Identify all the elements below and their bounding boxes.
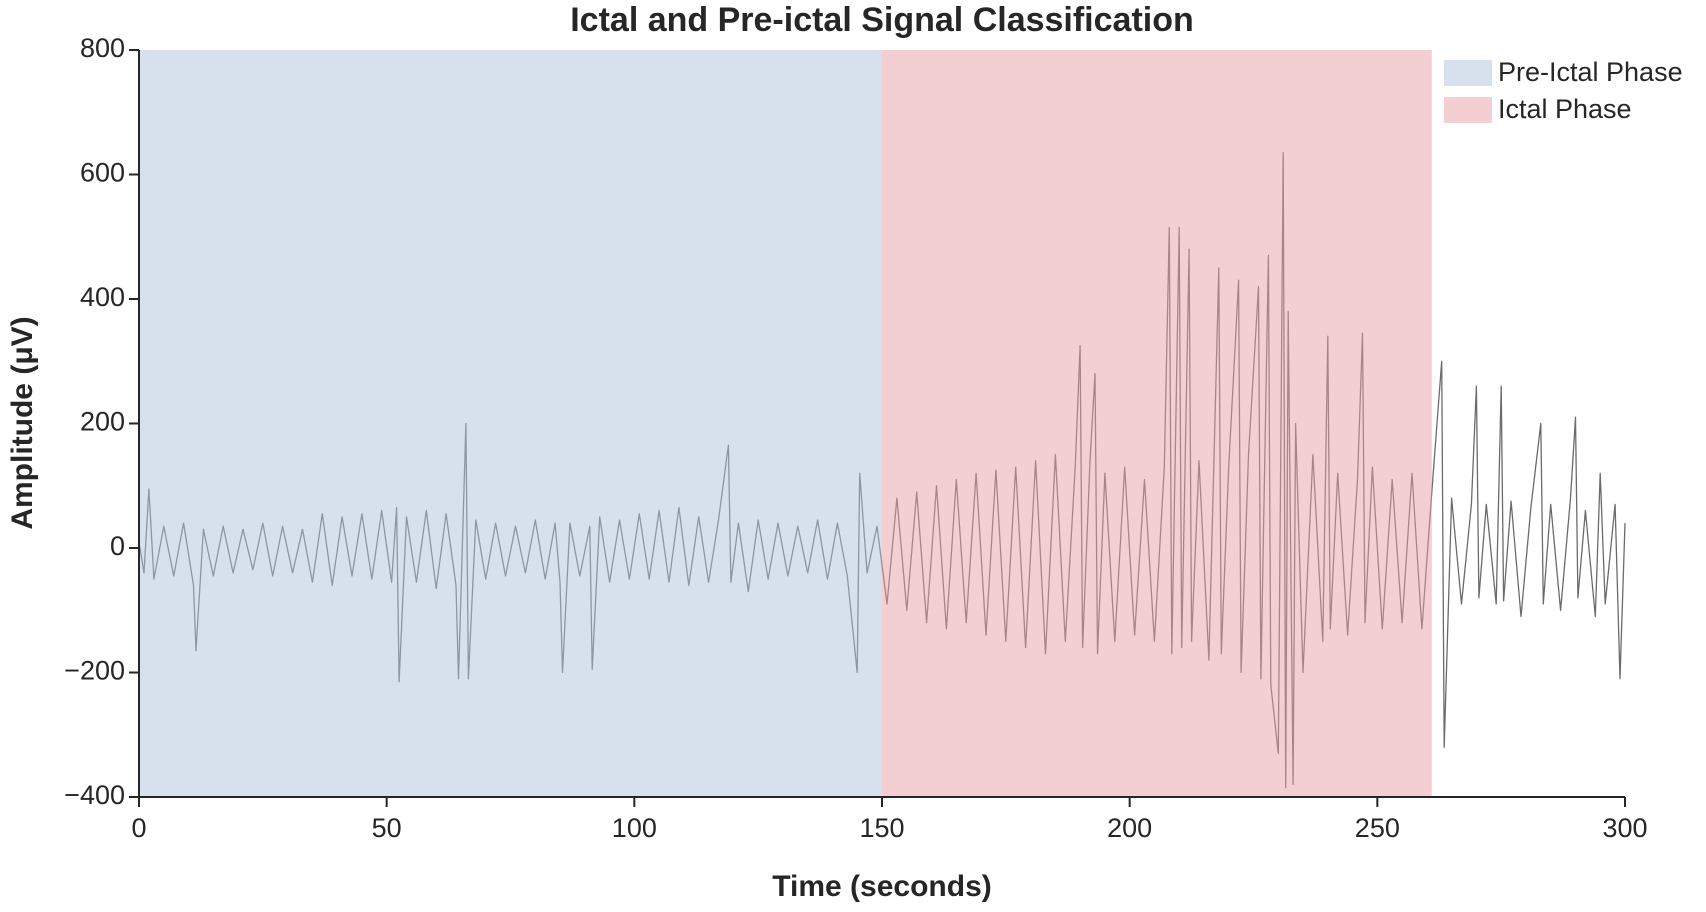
phase-region xyxy=(882,50,1432,797)
x-tick-label: 250 xyxy=(1355,813,1400,843)
y-tick-label: 800 xyxy=(80,33,125,63)
chart-title: Ictal and Pre-ictal Signal Classificatio… xyxy=(570,1,1194,39)
x-tick-label: 50 xyxy=(372,813,402,843)
x-tick-label: 300 xyxy=(1602,813,1647,843)
y-axis-label: Amplitude (μV) xyxy=(6,316,39,529)
x-tick-label: 0 xyxy=(131,813,146,843)
x-tick-label: 100 xyxy=(612,813,657,843)
y-tick-label: −400 xyxy=(64,780,125,810)
y-tick-label: 600 xyxy=(80,158,125,188)
legend-swatch xyxy=(1444,97,1492,123)
phase-region xyxy=(139,50,882,797)
y-tick-label: 0 xyxy=(110,531,125,561)
y-tick-label: 400 xyxy=(80,282,125,312)
legend-label: Ictal Phase xyxy=(1498,94,1632,124)
x-tick-label: 150 xyxy=(859,813,904,843)
legend-swatch xyxy=(1444,60,1492,86)
x-tick-label: 200 xyxy=(1107,813,1152,843)
legend-label: Pre-Ictal Phase xyxy=(1498,57,1683,87)
y-tick-label: −200 xyxy=(64,656,125,686)
x-axis-label: Time (seconds) xyxy=(772,870,992,903)
y-tick-label: 200 xyxy=(80,407,125,437)
